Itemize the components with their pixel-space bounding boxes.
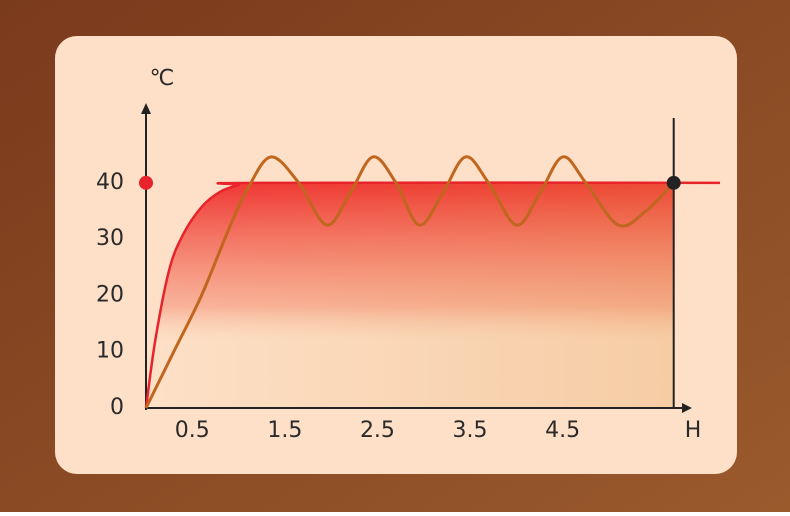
x-tick-label: 3.5: [453, 418, 488, 443]
x-tick-label: 2.5: [360, 418, 395, 443]
line: [144, 155, 675, 409]
y-tick-label: 40: [96, 170, 124, 195]
x-tick-label: 1.5: [267, 418, 302, 443]
x-tick-label: 0.5: [175, 418, 210, 443]
y-axis-label: ℃: [150, 66, 175, 91]
end-dot: [666, 175, 681, 190]
y-tick-label: 20: [96, 282, 124, 307]
target-dot: [139, 175, 153, 190]
x-tick-label: 4.5: [545, 418, 580, 443]
y-arrow: [141, 103, 151, 114]
x-arrow: [682, 403, 692, 413]
y-tick-label: 10: [96, 339, 124, 364]
y-tick-label: 30: [96, 226, 124, 251]
line: [144, 181, 721, 409]
y-tick-label: 0: [110, 395, 124, 420]
area-tint: [146, 182, 673, 408]
x-axis-label: H: [685, 418, 702, 443]
